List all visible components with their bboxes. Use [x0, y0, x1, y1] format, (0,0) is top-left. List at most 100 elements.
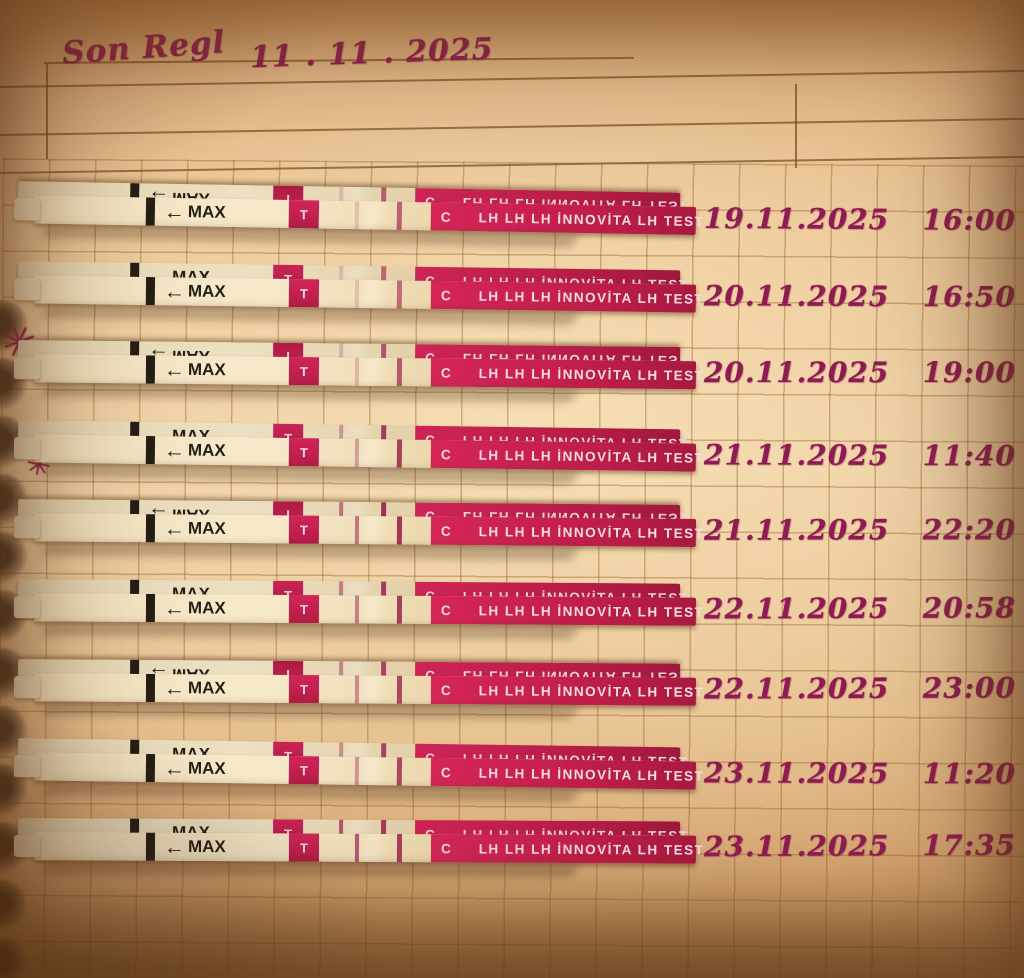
control-line [396, 201, 403, 230]
test-strip-row: ← MAX T C LH LH LH İNNOVİTA LH TEST ← MA… [6, 339, 1018, 398]
max-label: MAX [187, 360, 226, 380]
control-line [396, 757, 403, 786]
strip-end-tab [13, 596, 41, 619]
entry-time: 16:00 [922, 203, 1016, 237]
entry-time: 11:40 [922, 438, 1016, 473]
t-zone: T [288, 199, 320, 229]
max-bar [145, 673, 156, 702]
test-strip: ← MAX T C LH LH LH İNNOVİTA LH TEST [13, 354, 704, 390]
max-bar [145, 593, 156, 623]
brand-label: LH LH LH İNNOVİTA LH TEST [478, 682, 705, 699]
brand-label-panel: C LH LH LH İNNOVİTA LH TEST [430, 280, 704, 313]
max-bar [145, 514, 156, 543]
t-zone: T [288, 833, 320, 862]
entry-date: 23.11.2025 [703, 829, 890, 864]
strip-end-tab [13, 834, 41, 857]
result-window [318, 756, 432, 787]
entry-date: 19.11.2025 [703, 201, 890, 237]
max-arrow-icon: ← [163, 596, 186, 620]
max-label: MAX [187, 281, 226, 301]
t-zone: T [288, 278, 320, 307]
strip-end-tab [13, 198, 41, 221]
test-line [354, 757, 360, 786]
strip-end-tab [13, 675, 41, 698]
brand-label-panel: C LH LH LH İNNOVİTA LH TEST [430, 202, 704, 236]
brand-label-panel: C LH LH LH İNNOVİTA LH TEST [430, 675, 705, 706]
result-window [318, 357, 432, 387]
entry-date: 22.11.2025 [703, 671, 890, 706]
t-zone: T [288, 357, 320, 386]
test-line [354, 675, 360, 704]
max-arrow-icon: ← [163, 835, 186, 859]
c-label: C [440, 523, 451, 539]
t-label: T [299, 206, 308, 222]
t-label: T [299, 444, 308, 460]
t-zone: T [288, 594, 320, 624]
c-label: C [440, 840, 451, 856]
entry-time: 17:35 [922, 828, 1017, 862]
handwritten-entry: 20.11.2025 19:00 [704, 356, 1016, 389]
test-line [354, 595, 360, 624]
brand-label: LH LH LH İNNOVİTA LH TEST [478, 840, 705, 857]
handwritten-entry: 19.11.2025 16:00 [704, 202, 1016, 237]
handwritten-entry: 20.11.2025 16:50 [704, 279, 1016, 313]
test-strip: ← MAX T C LH LH LH İNNOVİTA LH TEST [13, 593, 705, 626]
brand-label-panel: C LH LH LH İNNOVİTA LH TEST [430, 517, 704, 548]
brand-label-panel: C LH LH LH İNNOVİTA LH TEST [430, 595, 705, 626]
entry-date: 21.11.2025 [703, 438, 890, 472]
entry-date: 22.11.2025 [703, 591, 890, 626]
t-label: T [299, 762, 308, 778]
test-line [354, 833, 360, 862]
test-line [354, 516, 360, 545]
entry-date: 20.11.2025 [703, 356, 890, 390]
brand-label: LH LH LH İNNOVİTA LH TEST [478, 524, 705, 541]
t-label: T [299, 363, 308, 379]
result-window [318, 200, 432, 231]
c-label: C [440, 365, 451, 381]
ruled-line [0, 69, 1024, 88]
strip-end-tab [13, 277, 41, 301]
brand-label: LH LH LH İNNOVİTA LH TEST [478, 365, 705, 384]
t-zone: T [288, 515, 320, 545]
c-label: C [440, 764, 451, 780]
max-arrow-icon: ← [163, 676, 186, 700]
result-window [318, 516, 432, 546]
max-arrow-icon: ← [163, 517, 186, 541]
control-line [396, 595, 403, 624]
strip-end-tab [13, 755, 41, 778]
ruled-line [0, 117, 1024, 136]
test-strip: ← MAX T C LH LH LH İNNOVİTA LH TEST [13, 672, 705, 706]
handwritten-entry: 23.11.2025 17:35 [704, 828, 1016, 863]
test-line [354, 357, 360, 386]
max-label: MAX [187, 518, 226, 539]
header-note-label: Son Regl [60, 24, 227, 72]
test-strip: ← MAX T C LH LH LH İNNOVİTA LH TEST [13, 831, 705, 864]
entry-time: 16:50 [922, 279, 1016, 314]
control-line [396, 439, 403, 468]
handwritten-entry: 21.11.2025 11:40 [704, 438, 1016, 472]
max-arrow-icon: ← [163, 358, 186, 382]
test-strip-row: ← MAX T C LH LH LH İNNOVİTA LH TEST ← MA… [6, 817, 1018, 870]
entry-date: 23.11.2025 [703, 756, 890, 791]
result-window [318, 278, 432, 309]
brand-label-panel: C LH LH LH İNNOVİTA LH TEST [430, 834, 705, 864]
brand-label-panel: C LH LH LH İNNOVİTA LH TEST [430, 358, 704, 390]
test-strip-row: ← MAX T C LH LH LH İNNOVİTA LH TEST ← MA… [6, 658, 1018, 713]
max-label: MAX [187, 677, 226, 698]
max-arrow-icon: ← [163, 438, 186, 462]
strip-end-tab [13, 516, 41, 539]
control-line [396, 516, 403, 545]
c-label: C [440, 209, 451, 225]
c-label: C [440, 287, 451, 303]
test-line [354, 438, 360, 467]
strip-end-tab [13, 357, 41, 380]
handwritten-entry: 21.11.2025 22:20 [704, 514, 1016, 548]
entry-time: 19:00 [922, 356, 1016, 390]
entry-time: 23:00 [922, 671, 1017, 705]
max-bar [145, 754, 156, 783]
header-note-date: 11 . 11 . 2025 [249, 31, 495, 76]
t-label: T [299, 601, 308, 617]
brand-label: LH LH LH İNNOVİTA LH TEST [478, 446, 705, 466]
result-window [318, 833, 432, 863]
test-strip-row: ← MAX T C LH LH LH İNNOVİTA LH TEST ← MA… [6, 498, 1018, 555]
